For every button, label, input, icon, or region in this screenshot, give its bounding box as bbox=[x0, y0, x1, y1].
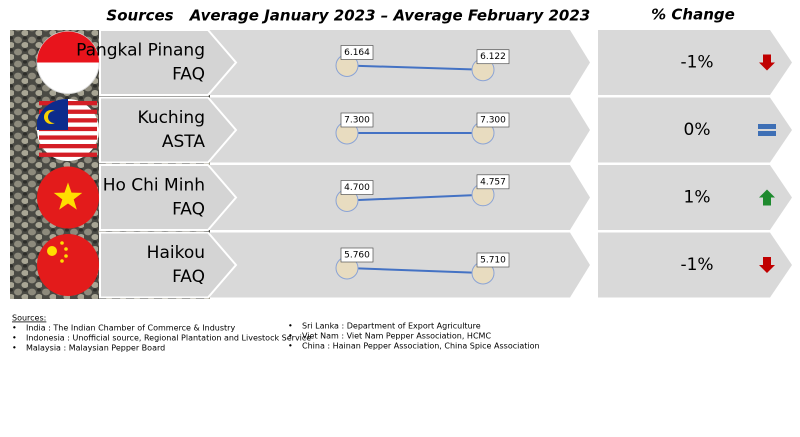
row-arrow bbox=[99, 96, 238, 164]
bullet: • bbox=[288, 332, 293, 341]
grade: FAQ bbox=[172, 65, 205, 85]
price-label: 6.164 bbox=[344, 48, 370, 58]
bullet: • bbox=[288, 342, 293, 351]
price-label: 5.710 bbox=[480, 256, 506, 266]
flag bbox=[48, 111, 60, 123]
market-name: Kuching bbox=[138, 108, 206, 128]
price-label: 4.757 bbox=[480, 177, 506, 187]
flag bbox=[39, 144, 97, 149]
grade: FAQ bbox=[172, 267, 205, 287]
change-band bbox=[598, 232, 792, 298]
header-change: % Change bbox=[651, 6, 735, 24]
down-arrow bbox=[759, 54, 775, 71]
change-label: -1% bbox=[680, 53, 713, 73]
up-arrow bbox=[759, 189, 775, 206]
change-label: 1% bbox=[684, 188, 711, 208]
footnote-item: Malaysia : Malaysian Pepper Board bbox=[26, 344, 165, 353]
price-box bbox=[476, 49, 510, 65]
price-box bbox=[340, 247, 374, 263]
market-name: Pangkal Pinang bbox=[76, 41, 205, 61]
flag bbox=[39, 135, 97, 140]
trend-line bbox=[346, 64, 484, 71]
grade: ASTA bbox=[162, 132, 205, 152]
price-box bbox=[476, 252, 510, 268]
footnote-title: Sources: bbox=[12, 314, 46, 323]
change-label: 0% bbox=[684, 120, 711, 140]
price-box bbox=[476, 112, 510, 128]
footnote-item: Indonesia : Unofficial source, Regional … bbox=[26, 334, 311, 343]
bullet: • bbox=[12, 334, 17, 343]
bullet: • bbox=[288, 322, 293, 331]
market-row: Haikou FAQ 5.760 5.710 -1% bbox=[37, 231, 792, 299]
footnote-item: Sri Lanka : Department of Export Agricul… bbox=[302, 322, 481, 331]
row-arrow bbox=[99, 231, 238, 299]
flag bbox=[60, 259, 64, 263]
price-box bbox=[340, 180, 374, 195]
footnote-item: Viet Nam : Viet Nam Pepper Association, … bbox=[302, 332, 491, 341]
price-label: 7.300 bbox=[344, 116, 370, 126]
flag bbox=[53, 182, 83, 210]
flag bbox=[64, 254, 68, 258]
trend-line bbox=[346, 193, 484, 202]
row-arrow bbox=[99, 164, 238, 231]
row-arrow bbox=[99, 29, 238, 96]
market-name: Ho Chi Minh bbox=[103, 176, 205, 196]
flag bbox=[47, 246, 57, 256]
price-box bbox=[340, 45, 374, 60]
down-arrow bbox=[759, 257, 775, 273]
footnote-item: India : The Indian Chamber of Commerce &… bbox=[26, 324, 235, 333]
market-row: Ho Chi Minh FAQ 4.700 4.757 1% bbox=[37, 164, 792, 231]
change-label: -1% bbox=[680, 255, 713, 275]
flag bbox=[60, 241, 64, 245]
price-label: 4.700 bbox=[344, 183, 370, 193]
footnote-item: China : Hainan Pepper Association, China… bbox=[302, 342, 540, 351]
header-sources: Sources bbox=[106, 7, 173, 25]
flag bbox=[37, 234, 99, 296]
flag bbox=[39, 152, 97, 157]
change-band bbox=[598, 30, 792, 95]
equal-sign bbox=[758, 131, 776, 136]
equal-sign bbox=[758, 124, 776, 129]
bullet: • bbox=[12, 344, 17, 353]
flag bbox=[64, 247, 68, 251]
market-name: Haikou bbox=[147, 243, 205, 263]
trend-line bbox=[346, 267, 484, 274]
market-row: Pangkal Pinang FAQ 6.164 6.122 -1% bbox=[36, 29, 792, 96]
price-label: 5.760 bbox=[344, 251, 370, 261]
market-row: Kuching ASTA 7.300 7.300 0% bbox=[37, 96, 792, 164]
grade: FAQ bbox=[172, 200, 205, 220]
price-label: 7.300 bbox=[480, 116, 506, 126]
price-box bbox=[476, 174, 510, 190]
change-band bbox=[598, 165, 792, 230]
header-period: Average January 2023 – Average February … bbox=[189, 7, 590, 25]
price-label: 6.122 bbox=[480, 52, 506, 62]
change-band bbox=[598, 97, 792, 163]
bullet: • bbox=[12, 324, 17, 333]
flag bbox=[37, 31, 99, 63]
price-box bbox=[340, 112, 374, 128]
